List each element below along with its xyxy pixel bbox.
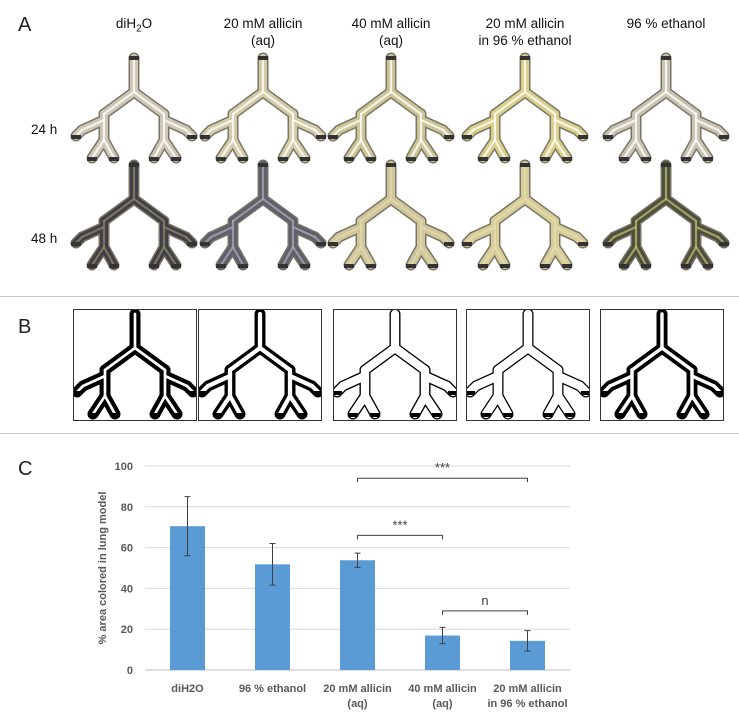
binary-image	[331, 308, 459, 421]
lung-model-photo	[602, 159, 730, 271]
row-label-24h: 24 h	[31, 122, 58, 137]
divider-bottom	[0, 433, 739, 434]
y-tick-label: 20	[121, 624, 133, 636]
lung-model-photo	[70, 52, 198, 164]
error-bar	[524, 630, 531, 652]
significance-label: n	[481, 593, 488, 608]
binary-image	[464, 308, 592, 421]
binary-lung-outline	[331, 308, 459, 420]
lung-model-photo	[199, 159, 327, 271]
bar	[340, 560, 375, 670]
column-header: 96 % ethanol	[601, 15, 731, 32]
error-bar	[269, 543, 276, 586]
y-axis-label: % area colored in lung model	[97, 492, 109, 645]
column-header: diH2O	[69, 15, 199, 38]
column-header-line2: (aq)	[378, 33, 403, 48]
panel-label-c: C	[18, 458, 33, 480]
column-header: 20 mM allicin in 96 % ethanol	[460, 15, 590, 49]
column-header-line1: 40 mM allicin	[351, 16, 431, 31]
x-tick-label-line2: (aq)	[432, 698, 453, 710]
x-tick-label: diH2O	[171, 683, 204, 695]
divider-top	[0, 296, 739, 297]
lung-model-photo	[70, 159, 198, 271]
panel-label-a: A	[18, 14, 32, 36]
column-header: 40 mM allicin (aq)	[326, 15, 456, 49]
binary-image	[598, 308, 726, 421]
x-tick-label: 40 mM allicin	[408, 683, 477, 695]
lung-model-photo	[461, 159, 589, 271]
y-tick-label: 80	[121, 502, 133, 514]
binary-lung-outline	[598, 308, 726, 420]
x-tick-label: 96 % ethanol	[239, 683, 306, 695]
column-header-line1: 20 mM allicin	[223, 16, 303, 31]
x-tick-label-line2: (aq)	[347, 698, 368, 710]
column-header-line1: diH2O	[115, 16, 153, 35]
significance-label: ***	[392, 517, 407, 532]
significance-bracket	[357, 477, 528, 483]
y-tick-label: 60	[121, 543, 133, 555]
binary-lung-outline	[196, 308, 324, 420]
significance-bracket	[442, 610, 528, 615]
error-bar	[184, 496, 191, 557]
lung-model-photo	[602, 52, 730, 164]
column-header-line2: (aq)	[250, 33, 275, 48]
lung-model-photos	[70, 52, 730, 271]
significance-bracket	[357, 534, 443, 540]
lung-model-photo	[327, 52, 455, 164]
x-tick-label: 20 mM allicin	[493, 683, 562, 695]
column-header-line1: 96 % ethanol	[626, 16, 706, 31]
x-tick-label: 20 mM allicin	[323, 683, 392, 695]
error-bar	[354, 552, 361, 568]
bar-chart: 0 20 40 60 80 100 % area colored in lung model…	[97, 460, 570, 710]
error-bar	[439, 626, 446, 645]
column-header-line1: 20 mM allicin	[485, 16, 565, 31]
binary-image	[71, 308, 199, 421]
panel-label-b: B	[18, 316, 32, 338]
binary-lung-outline	[71, 308, 199, 420]
binary-image	[196, 308, 324, 421]
y-tick-label: 100	[115, 461, 133, 473]
y-tick-label: 0	[127, 665, 133, 677]
column-header: 20 mM allicin (aq)	[198, 15, 328, 49]
binary-lung-outline	[464, 308, 592, 420]
y-tick-label: 40	[121, 583, 133, 595]
row-label-48h: 48 h	[31, 231, 58, 246]
column-header-line2: in 96 % ethanol	[478, 33, 572, 48]
x-tick-label-line2: in 96 % ethanol	[487, 698, 567, 710]
significance-label: ***	[435, 460, 450, 475]
lung-model-photo	[199, 52, 327, 164]
lung-model-photo	[327, 159, 455, 271]
lung-model-photo	[461, 52, 589, 164]
